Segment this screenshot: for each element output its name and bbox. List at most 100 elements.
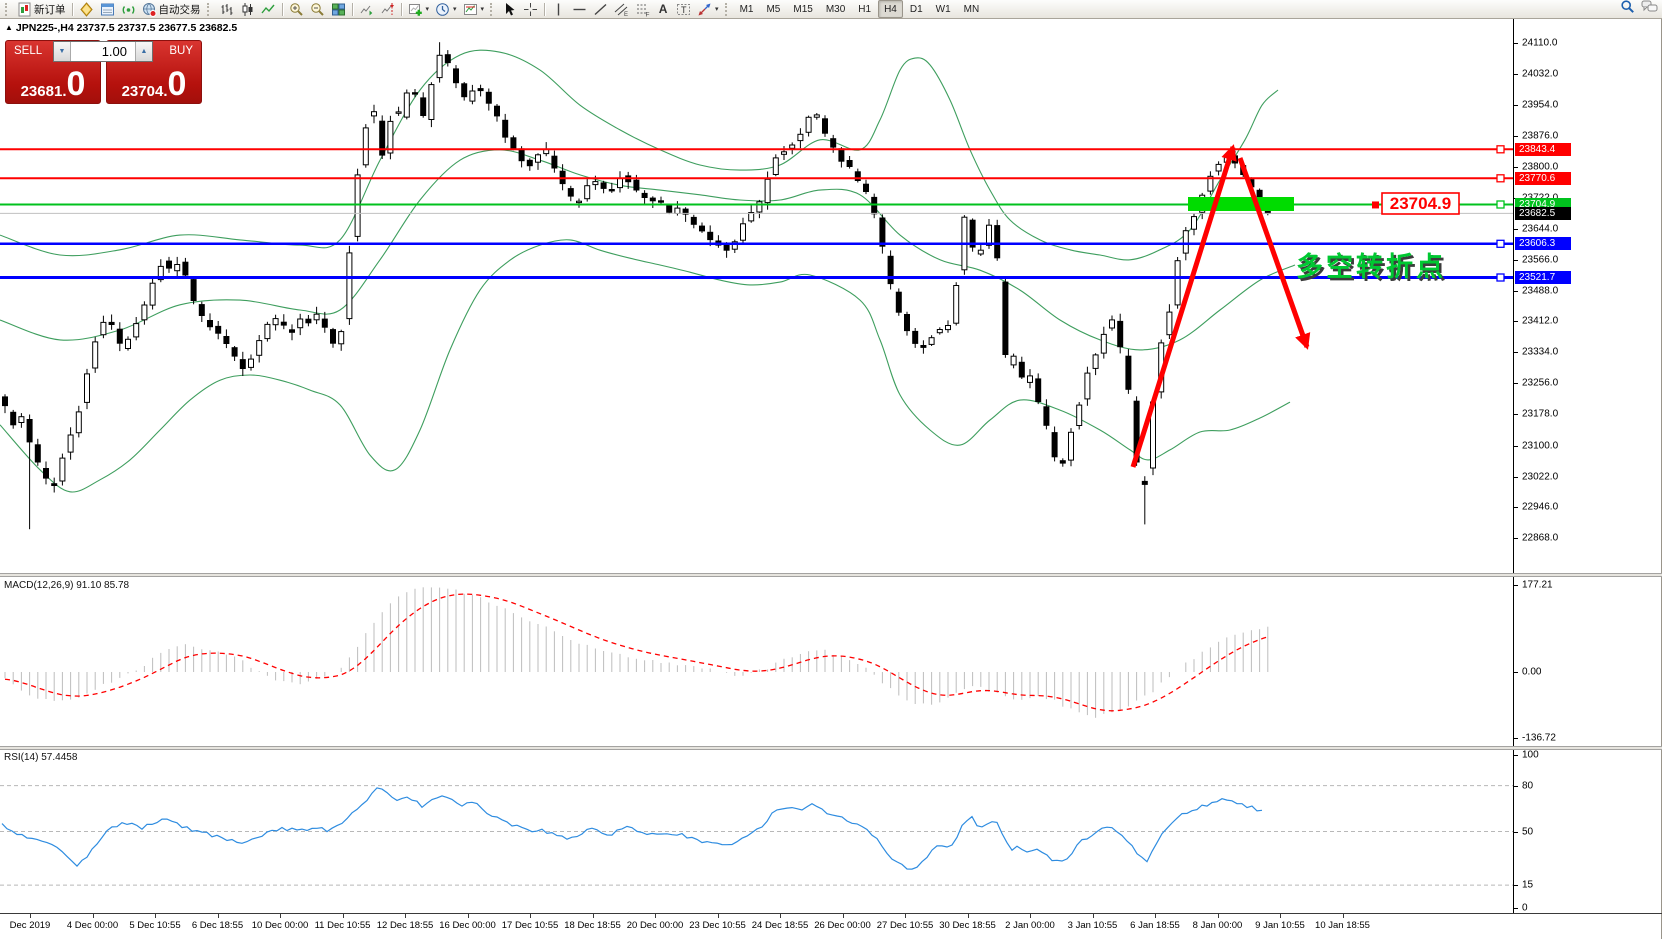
new-order-icon	[17, 2, 32, 17]
trendline-button[interactable]	[590, 1, 611, 18]
arrows-button[interactable]: ▾	[694, 1, 722, 18]
candle	[1166, 311, 1173, 336]
data-window-button[interactable]	[97, 1, 118, 18]
candle	[912, 330, 919, 344]
candle	[863, 183, 869, 192]
macd-canvas[interactable]	[0, 577, 1513, 746]
candle	[986, 224, 992, 246]
chat-icon[interactable]	[1641, 0, 1658, 19]
cursor-icon	[502, 2, 517, 17]
timeframe-M5[interactable]: M5	[766, 3, 781, 15]
zoom-in-button[interactable]	[286, 1, 307, 18]
collapse-icon[interactable]: ▲	[5, 23, 13, 32]
line-anchor[interactable]	[1496, 239, 1505, 248]
candle	[658, 200, 664, 203]
timeframe-H4[interactable]: H4	[878, 0, 903, 18]
candle	[280, 321, 287, 326]
timeframe-MN[interactable]: MN	[963, 3, 980, 15]
line-anchor[interactable]	[1496, 174, 1505, 183]
line-chart-button[interactable]	[258, 1, 279, 18]
templates-button[interactable]: ▾	[460, 1, 488, 18]
rsi-label: RSI(14) 57.4458	[4, 752, 78, 763]
candle	[395, 111, 402, 114]
line-anchor[interactable]	[1496, 200, 1505, 209]
volume-increase-button[interactable]: ▲	[135, 42, 152, 61]
trendline-icon	[593, 2, 608, 17]
chart-shift-button[interactable]	[377, 1, 398, 18]
periods-button[interactable]: ▾	[432, 1, 460, 18]
autotrading-button[interactable]: 自动交易	[139, 1, 204, 18]
candle	[805, 116, 812, 133]
price-marker-23521.7: 23521.7	[1515, 271, 1571, 284]
sell-button[interactable]: SELL 23681. 0	[5, 40, 101, 104]
horizontal-line-button[interactable]	[569, 1, 590, 18]
cursor-button[interactable]	[499, 1, 520, 18]
new-order-button[interactable]: 新订单	[14, 1, 69, 18]
timeframe-M15[interactable]: M15	[793, 3, 813, 15]
candle	[789, 144, 796, 149]
buy-button[interactable]: BUY 23704. 0	[106, 40, 202, 104]
line-anchor[interactable]	[1496, 145, 1505, 154]
rsi-line	[1, 787, 1263, 870]
toolbar-grip[interactable]	[206, 2, 213, 16]
timeframe-W1[interactable]: W1	[935, 3, 951, 15]
line-anchor[interactable]	[1496, 273, 1505, 282]
highlight-zone[interactable]	[1188, 197, 1294, 211]
fibonacci-button[interactable]: F	[632, 1, 653, 18]
auto-scroll-button[interactable]	[356, 1, 377, 18]
rsi-panel-splitter[interactable]	[0, 746, 1662, 750]
candle	[723, 243, 730, 251]
candle	[305, 318, 312, 324]
candle	[166, 260, 172, 269]
styler-button[interactable]	[76, 1, 97, 18]
toolbar-grip[interactable]	[724, 2, 731, 16]
candle	[928, 337, 935, 345]
volume-decrease-button[interactable]: ▼	[54, 42, 71, 61]
timeframe-D1[interactable]: D1	[909, 3, 923, 15]
candle	[887, 255, 894, 285]
channel-button[interactable]: E	[611, 1, 632, 18]
candle	[215, 325, 222, 334]
annotation-text[interactable]: 多空转折点	[1296, 251, 1446, 282]
rsi-canvas[interactable]	[0, 750, 1513, 911]
crosshair-button[interactable]	[520, 1, 541, 18]
toolbar-grip[interactable]	[5, 2, 11, 16]
bollinger-band	[0, 149, 1296, 351]
signals-button[interactable]	[118, 1, 139, 18]
price-tag-box[interactable]	[1381, 192, 1460, 215]
macd-panel-splitter[interactable]	[0, 573, 1662, 577]
candle	[1117, 320, 1124, 348]
vertical-line-button[interactable]	[548, 1, 569, 18]
text-button[interactable]: A	[653, 1, 673, 18]
candle	[1191, 216, 1197, 230]
candle	[1232, 155, 1238, 164]
candlestick-button[interactable]	[237, 1, 258, 18]
indicators-button[interactable]: ▾	[405, 1, 433, 18]
candle	[264, 323, 271, 340]
candle	[617, 177, 623, 189]
candle	[18, 416, 25, 424]
timeframe-M1[interactable]: M1	[739, 3, 754, 15]
timeframe-H1[interactable]: H1	[858, 3, 872, 15]
bollinger-band	[0, 49, 1279, 261]
bar-chart-button[interactable]	[216, 1, 237, 18]
candle	[781, 151, 787, 155]
volume-input[interactable]	[71, 42, 135, 61]
label-button[interactable]: T	[673, 1, 694, 18]
price-marker-23843.4: 23843.4	[1515, 142, 1571, 156]
search-icon[interactable]	[1620, 0, 1635, 19]
timeframe-M30[interactable]: M30	[825, 3, 846, 15]
candle	[945, 325, 951, 331]
candle	[953, 285, 960, 324]
candle	[494, 105, 500, 117]
candle	[682, 208, 689, 215]
time-label: Dec 2019	[9, 920, 51, 931]
tile-windows-button[interactable]	[328, 1, 349, 18]
candle	[387, 120, 394, 154]
toolbar-grip[interactable]	[490, 2, 496, 16]
candle	[904, 314, 910, 332]
trend-arrow[interactable]	[1237, 157, 1311, 350]
trend-arrow[interactable]	[1130, 144, 1237, 468]
zoom-out-button[interactable]	[307, 1, 328, 18]
